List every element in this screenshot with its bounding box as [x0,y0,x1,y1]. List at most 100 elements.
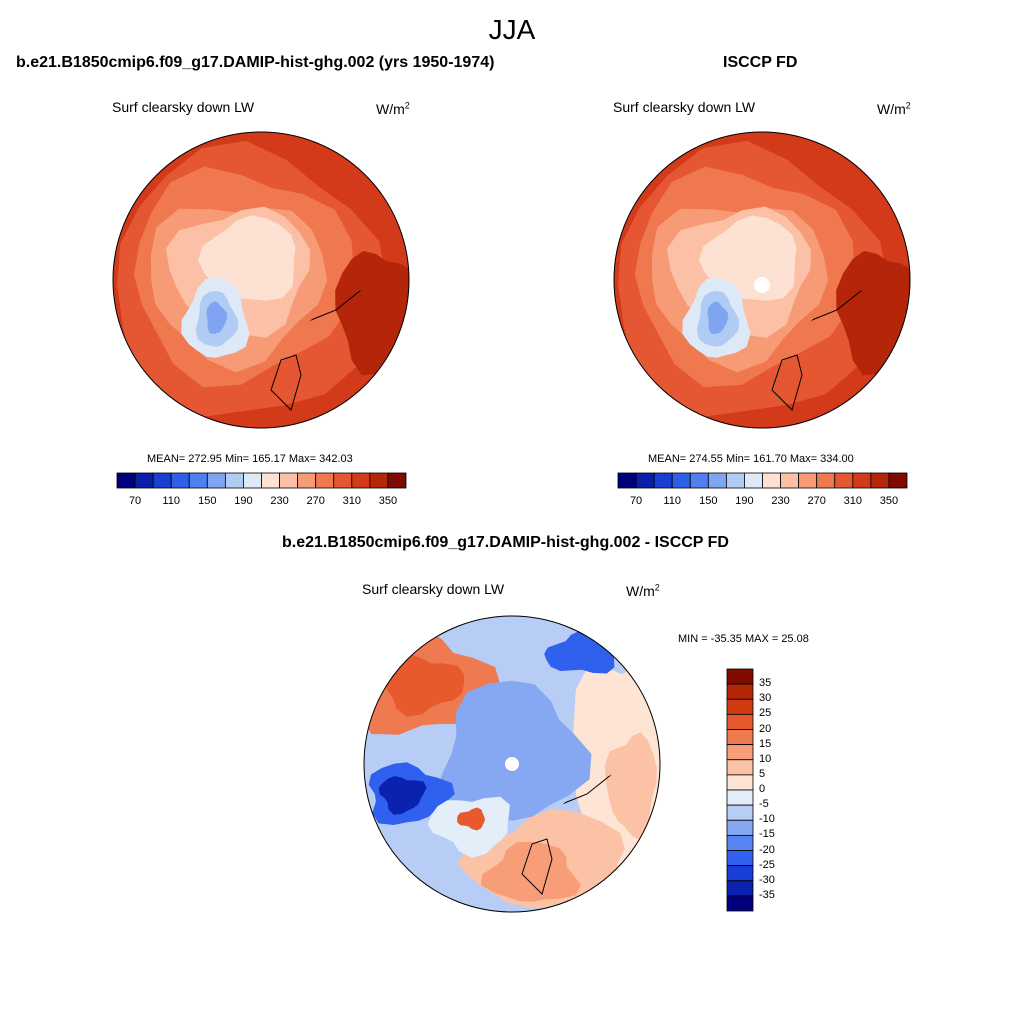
colorbar-box [726,789,754,806]
colorbar-tick-label: 270 [807,495,826,507]
panel2-title: ISCCP FD [723,54,798,71]
panel1-title: b.e21.B1850cmip6.f09_g17.DAMIP-hist-ghg.… [16,54,495,71]
colorbar-box [726,895,754,912]
panel3-units: W/m2 [626,582,660,599]
colorbar-tick-label: 15 [759,737,772,750]
colorbar-box [762,472,781,489]
coastline [771,354,803,411]
panel2-variable: Surf clearsky down LW [613,99,756,115]
colorbar-box [744,472,763,489]
colorbar-box [726,729,754,746]
colorbar-box [635,472,655,489]
colorbar-box [888,472,908,489]
colorbar-tick-label: -10 [759,813,775,826]
colorbar-box [726,880,754,897]
panel2-polar-map [613,131,911,429]
colorbar-tick-label: 350 [879,495,899,507]
colorbar-tick-label: 25 [759,707,772,720]
panel1-stats: MEAN= 272.95 Min= 165.17 Max= 342.03 [147,453,353,465]
colorbar-tick-label: 5 [759,767,766,780]
contour-region [206,301,228,335]
map-border [613,131,911,429]
coastline [270,354,302,411]
colorbar-tick-label: 350 [378,495,398,507]
colorbar-box [816,472,836,489]
contour-region [707,301,729,335]
colorbar-box [671,472,691,489]
colorbar-box [333,472,353,489]
colorbar-tick-label: -30 [759,873,775,886]
colorbar-tick-label: 150 [198,495,217,507]
map-fill [113,132,409,428]
colorbar-tick-label: 190 [234,495,253,507]
page-title: JJA [488,14,536,45]
panel2-stats: MEAN= 274.55 Min= 161.70 Max= 334.00 [648,453,854,465]
panel1-units: W/m2 [376,100,410,117]
colorbar-box [206,472,226,489]
colorbar-box [369,472,389,489]
colorbar-box [707,472,727,489]
panel1-polar-map [112,131,410,429]
colorbar-box [726,759,754,776]
colorbar-box [726,774,754,791]
colorbar-box [726,850,754,867]
colorbar-box [152,472,172,489]
colorbar-box [134,472,154,489]
map-fill [614,132,910,428]
panel1-colorbar [116,472,407,489]
panel1-variable: Surf clearsky down LW [112,99,255,115]
colorbar-tick-label: 150 [699,495,718,507]
colorbar-tick-label: 70 [128,495,142,507]
colorbar-box [116,472,136,489]
colorbar-box [653,472,673,489]
colorbar-box [387,472,407,489]
colorbar-tick-label: -5 [759,798,769,811]
panel3-colorbar [726,668,754,912]
map-border [112,131,410,429]
colorbar-box [351,472,371,489]
colorbar-tick-label: 230 [270,495,289,507]
colorbar-tick-label: 110 [663,495,681,507]
colorbar-tick-label: -15 [759,828,775,841]
contour-region [604,732,657,841]
colorbar-box [726,804,754,821]
panel3-stats: MIN = -35.35 MAX = 25.08 [678,633,809,645]
colorbar-tick-label: 310 [342,495,361,507]
colorbar-tick-label: 110 [162,495,180,507]
contour-region [457,807,486,831]
colorbar-tick-label: -35 [759,888,775,901]
colorbar-tick-label: 190 [735,495,754,507]
colorbar-box [726,744,754,761]
colorbar-box [224,472,244,489]
colorbar-tick-label: 20 [759,722,772,735]
colorbar-box [726,834,754,851]
colorbar-box [780,472,800,489]
coastline [521,838,553,895]
contour-region [754,277,770,293]
contour-region [384,653,465,717]
colorbar-tick-label: 310 [843,495,862,507]
colorbar-box [315,472,335,489]
colorbar-box [188,472,208,489]
colorbar-box [725,472,745,489]
colorbar-tick-label: 270 [306,495,325,507]
colorbar-box [689,472,709,489]
colorbar-tick-label: 10 [759,752,772,765]
colorbar-box [170,472,190,489]
colorbar-box [279,472,299,489]
colorbar-box [726,698,754,715]
panel3-polar-map [363,615,661,913]
colorbar-box [261,472,280,489]
colorbar-tick-label: 0 [759,783,766,795]
map-fill [364,616,660,912]
map-border [363,615,661,913]
colorbar-tick-label: 30 [759,692,772,705]
colorbar-box [297,472,317,489]
contour-region [427,796,510,858]
colorbar-box [852,472,872,489]
colorbar-box [726,683,754,700]
panel3-title: b.e21.B1850cmip6.f09_g17.DAMIP-hist-ghg.… [282,534,729,551]
colorbar-tick-label: -25 [759,858,775,871]
colorbar-tick-label: 35 [759,677,772,690]
panel3-variable: Surf clearsky down LW [362,581,505,597]
